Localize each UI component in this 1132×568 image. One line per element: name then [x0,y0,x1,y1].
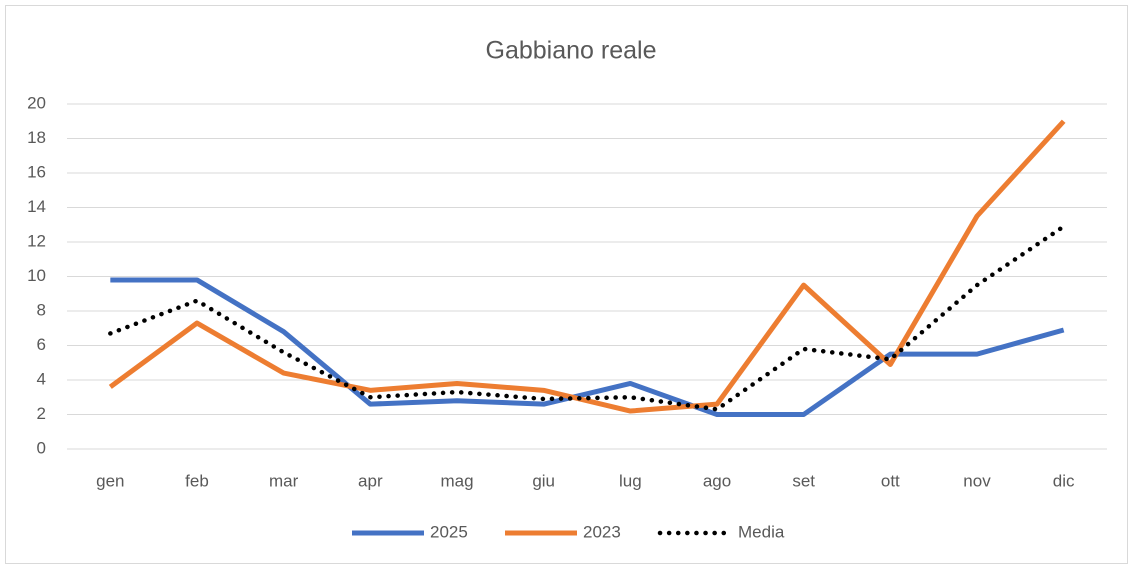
x-tick-label: apr [358,471,383,490]
y-tick-label: 8 [37,300,46,319]
x-tick-label: giu [532,471,555,490]
line-series [108,224,1066,412]
y-tick-label: 2 [37,404,46,423]
legend-label: 2025 [430,522,468,541]
legend-label: Media [738,522,785,541]
y-tick-label: 10 [27,266,46,285]
chart-title: Gabbiano reale [486,37,657,65]
y-tick-label: 18 [27,128,46,147]
legend-label: 2023 [583,522,621,541]
x-tick-label: nov [963,471,991,490]
x-tick-label: ago [703,471,731,490]
y-tick-label: 20 [27,93,46,112]
y-tick-label: 16 [27,162,46,181]
x-tick-label: ott [881,471,900,490]
line-series [110,277,1065,417]
x-tick-label: lug [619,471,642,490]
y-tick-label: 6 [37,335,46,354]
y-tick-label: 12 [27,231,46,250]
x-tick-label: mag [440,471,473,490]
x-tick-label: feb [185,471,209,490]
y-tick-label: 4 [37,369,46,388]
y-tick-label: 14 [27,197,46,216]
x-tick-label: mar [269,471,299,490]
x-tick-label: dic [1053,471,1075,490]
line-series [108,119,1066,414]
chart-frame [5,5,1128,564]
x-tick-label: gen [96,471,124,490]
y-tick-label: 0 [37,438,46,457]
x-tick-label: set [792,471,815,490]
